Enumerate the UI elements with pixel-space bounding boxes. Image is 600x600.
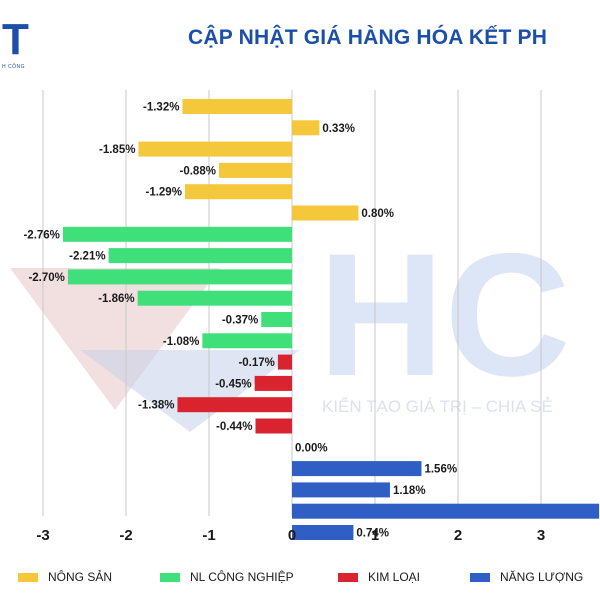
data-label: 0.00% [295, 442, 328, 454]
bar [182, 99, 292, 114]
legend-item: KIM LOẠI [338, 570, 420, 584]
data-label: -0.37% [222, 315, 258, 327]
legend-swatch [338, 572, 358, 582]
bar [184, 184, 292, 200]
legend-swatch [160, 572, 180, 582]
data-label: 0.74% [356, 528, 389, 540]
legend-swatch [470, 572, 490, 582]
data-label: -1.32% [143, 102, 179, 114]
bar [255, 418, 292, 434]
bar [292, 482, 390, 498]
page-title: CẬP NHẬT GIÁ HÀNG HÓA KẾT PH [188, 26, 548, 49]
bars [62, 99, 600, 540]
company-logo: T H CÔNG [0, 0, 60, 80]
legend-label: KIM LOẠI [368, 570, 421, 584]
logo-tagline: H CÔNG [2, 64, 25, 70]
watermark: HC KIẾN TẠO GIÁ TRỊ – CHIA SẺ [10, 218, 571, 432]
legend-swatch [18, 572, 38, 582]
x-tick-label: -3 [36, 527, 49, 544]
bar [67, 269, 293, 285]
data-label: -0.44% [216, 421, 252, 433]
x-tick-label: -2 [119, 527, 132, 544]
data-label: -1.38% [138, 400, 174, 412]
data-label: -1.86% [98, 293, 134, 305]
bar [137, 290, 292, 306]
data-label: -2.21% [69, 251, 105, 263]
data-label: -1.85% [99, 144, 135, 156]
legend-label: NÔNG SẢN [48, 570, 113, 584]
logo-mark: T [2, 15, 29, 64]
x-axis: -3 -2 -1 0 1 2 3 [36, 527, 545, 544]
data-labels: -1.32% 0.33% -1.85% -0.88% -1.29% 0.80% -2.76%… [23, 102, 457, 540]
bar [218, 162, 292, 178]
grid [42, 90, 542, 516]
bar [292, 503, 600, 519]
x-tick-label: -1 [202, 527, 215, 544]
x-tick-label: 3 [537, 527, 545, 544]
data-label: -0.45% [215, 378, 251, 390]
data-label: 0.33% [322, 123, 355, 135]
bar [108, 248, 292, 264]
bar [292, 525, 354, 540]
legend-label: NĂNG LƯỢNG [500, 570, 584, 584]
bar [277, 354, 292, 370]
bar [202, 333, 292, 349]
chart: HC KIẾN TẠO GIÁ TRỊ – CHIA SẺ -1.32% 0.33… [10, 90, 600, 544]
bar [138, 141, 292, 157]
data-label: 1.56% [424, 464, 457, 476]
data-label: -2.76% [23, 229, 59, 241]
watermark-brand: HC [318, 218, 571, 413]
legend-label: NL CÔNG NGHIỆP [190, 570, 294, 584]
legend-item: NĂNG LƯỢNG [470, 570, 583, 584]
x-tick-label: 2 [454, 527, 462, 544]
x-tick-label: 1 [371, 527, 379, 544]
bar [254, 375, 292, 391]
data-label: -0.88% [180, 165, 216, 177]
bar [292, 120, 320, 136]
bar [292, 205, 359, 221]
legend-item: NÔNG SẢN [18, 570, 112, 584]
data-label: 0.80% [361, 208, 394, 220]
legend: NÔNG SẢN NL CÔNG NGHIỆP KIM LOẠI NĂNG LƯỢNG [0, 570, 600, 594]
bar [62, 226, 292, 242]
legend-item: NL CÔNG NGHIỆP [160, 570, 294, 584]
data-label: -0.17% [238, 357, 274, 369]
watermark-triangle-blue [80, 350, 300, 432]
data-label: 1.18% [393, 485, 426, 497]
data-label: -2.70% [28, 272, 64, 284]
bar [261, 312, 292, 327]
data-label: -1.29% [145, 187, 181, 199]
data-label: -1.08% [163, 336, 199, 348]
watermark-slogan: KIẾN TẠO GIÁ TRỊ – CHIA SẺ [322, 397, 553, 416]
x-tick-label: 0 [288, 527, 296, 544]
bar [177, 397, 292, 413]
bar [292, 461, 422, 477]
